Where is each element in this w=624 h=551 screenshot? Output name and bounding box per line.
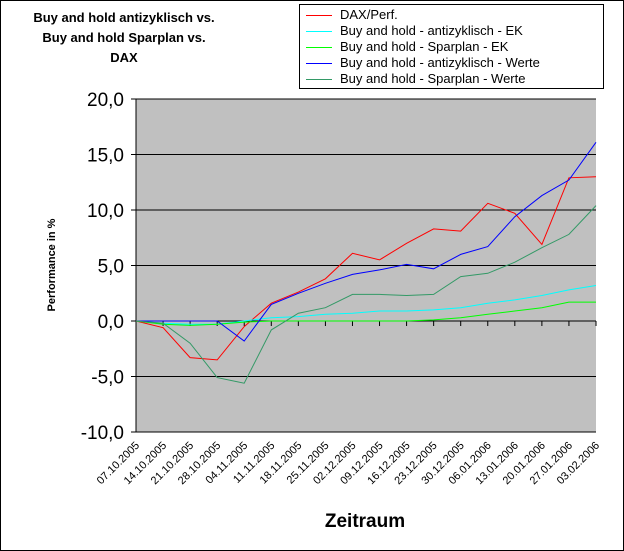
y-tick-label-5: -5,0 (91, 368, 124, 389)
series-line-3 (136, 142, 597, 342)
legend-label-antizyklisch-ek: Buy and hold - antizyklisch - EK (340, 23, 523, 38)
series-line-2 (135, 301, 596, 326)
legend-swatch-sparplan-werte (306, 79, 332, 80)
legend: DAX/Perf. Buy and hold - antizyklisch - … (299, 4, 604, 89)
chart-title-line-3: DAX (110, 50, 138, 65)
chart-title-line-1: Buy and hold antizyklisch vs. (33, 10, 215, 25)
legend-label-dax: DAX/Perf. (340, 7, 398, 22)
series-line-4 (135, 205, 597, 384)
legend-label-antizyklisch-werte: Buy and hold - antizyklisch - Werte (340, 55, 540, 70)
y-tick-label-2: 10,0 (87, 201, 124, 222)
y-tick-label-6: -10,0 (81, 423, 124, 444)
legend-swatch-sparplan-ek (306, 47, 332, 48)
legend-label-sparplan-werte: Buy and hold - Sparplan - Werte (340, 71, 526, 86)
y-tick-label-1: 15,0 (87, 146, 124, 167)
legend-item-antizyklisch-werte: Buy and hold - antizyklisch - Werte (306, 55, 601, 71)
y-tick-label-4: 0,0 (98, 312, 124, 333)
x-axis-label: Zeitraum (325, 511, 405, 532)
legend-label-sparplan-ek: Buy and hold - Sparplan - EK (340, 39, 509, 54)
legend-swatch-antizyklisch-werte (306, 63, 332, 64)
legend-item-antizyklisch-ek: Buy and hold - antizyklisch - EK (306, 23, 601, 39)
gridlines (136, 98, 596, 433)
y-tick-label-0: 20,0 (87, 90, 124, 111)
legend-item-sparplan-werte: Buy and hold - Sparplan - Werte (306, 71, 601, 87)
legend-swatch-dax (306, 15, 332, 16)
legend-swatch-antizyklisch-ek (306, 31, 332, 32)
series-lines (135, 142, 597, 384)
y-tick-label-3: 5,0 (98, 257, 124, 278)
y-axis-label: Performance in % (46, 218, 58, 311)
chart-title-line-2: Buy and hold Sparplan vs. (42, 30, 206, 45)
y-axis-ticks: 20,0 15,0 10,0 5,0 0,0 -5,0 -10,0 (81, 90, 136, 444)
series-line-0 (135, 176, 597, 361)
legend-item-sparplan-ek: Buy and hold - Sparplan - EK (306, 39, 601, 55)
legend-item-dax: DAX/Perf. (306, 7, 601, 23)
chart-title: Buy and hold antizyklisch vs. Buy and ho… (8, 8, 240, 68)
